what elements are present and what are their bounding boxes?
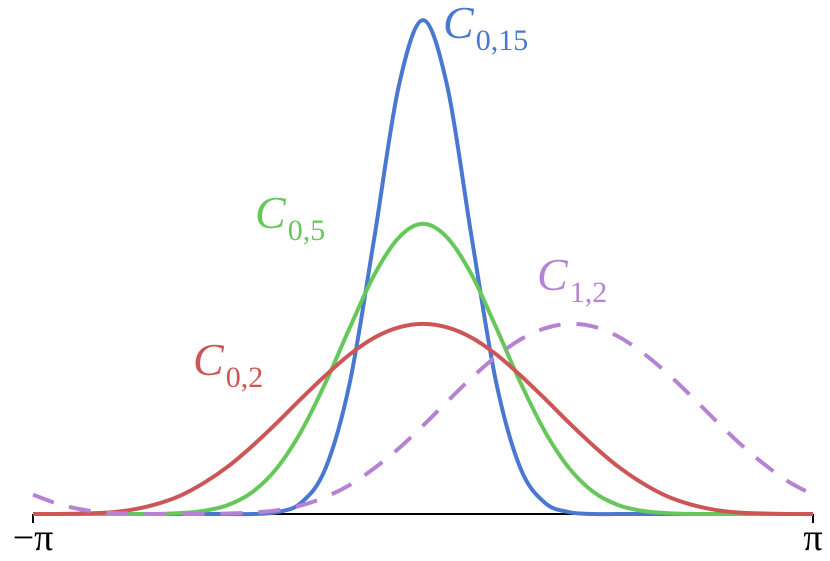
series-label: C0,15: [443, 0, 528, 57]
series-label: C0,2: [193, 334, 263, 394]
curve: [32, 221, 813, 517]
series-subscript: 0,5: [288, 214, 326, 247]
series-name: C: [193, 334, 225, 385]
curve: [32, 18, 813, 517]
series-subscript: 1,2: [570, 276, 608, 309]
series-name: C: [537, 249, 569, 300]
curve: [32, 321, 814, 517]
series-label: C0,5: [255, 187, 325, 247]
curve: [32, 321, 814, 517]
x-tick-label: −π: [13, 517, 54, 559]
series-subscript: 0,15: [476, 24, 529, 57]
x-tick-label: π: [803, 517, 822, 559]
series-label: C1,2: [537, 249, 607, 309]
series-name: C: [255, 187, 287, 238]
series-name: C: [443, 0, 475, 48]
series-subscript: 0,2: [226, 361, 264, 394]
